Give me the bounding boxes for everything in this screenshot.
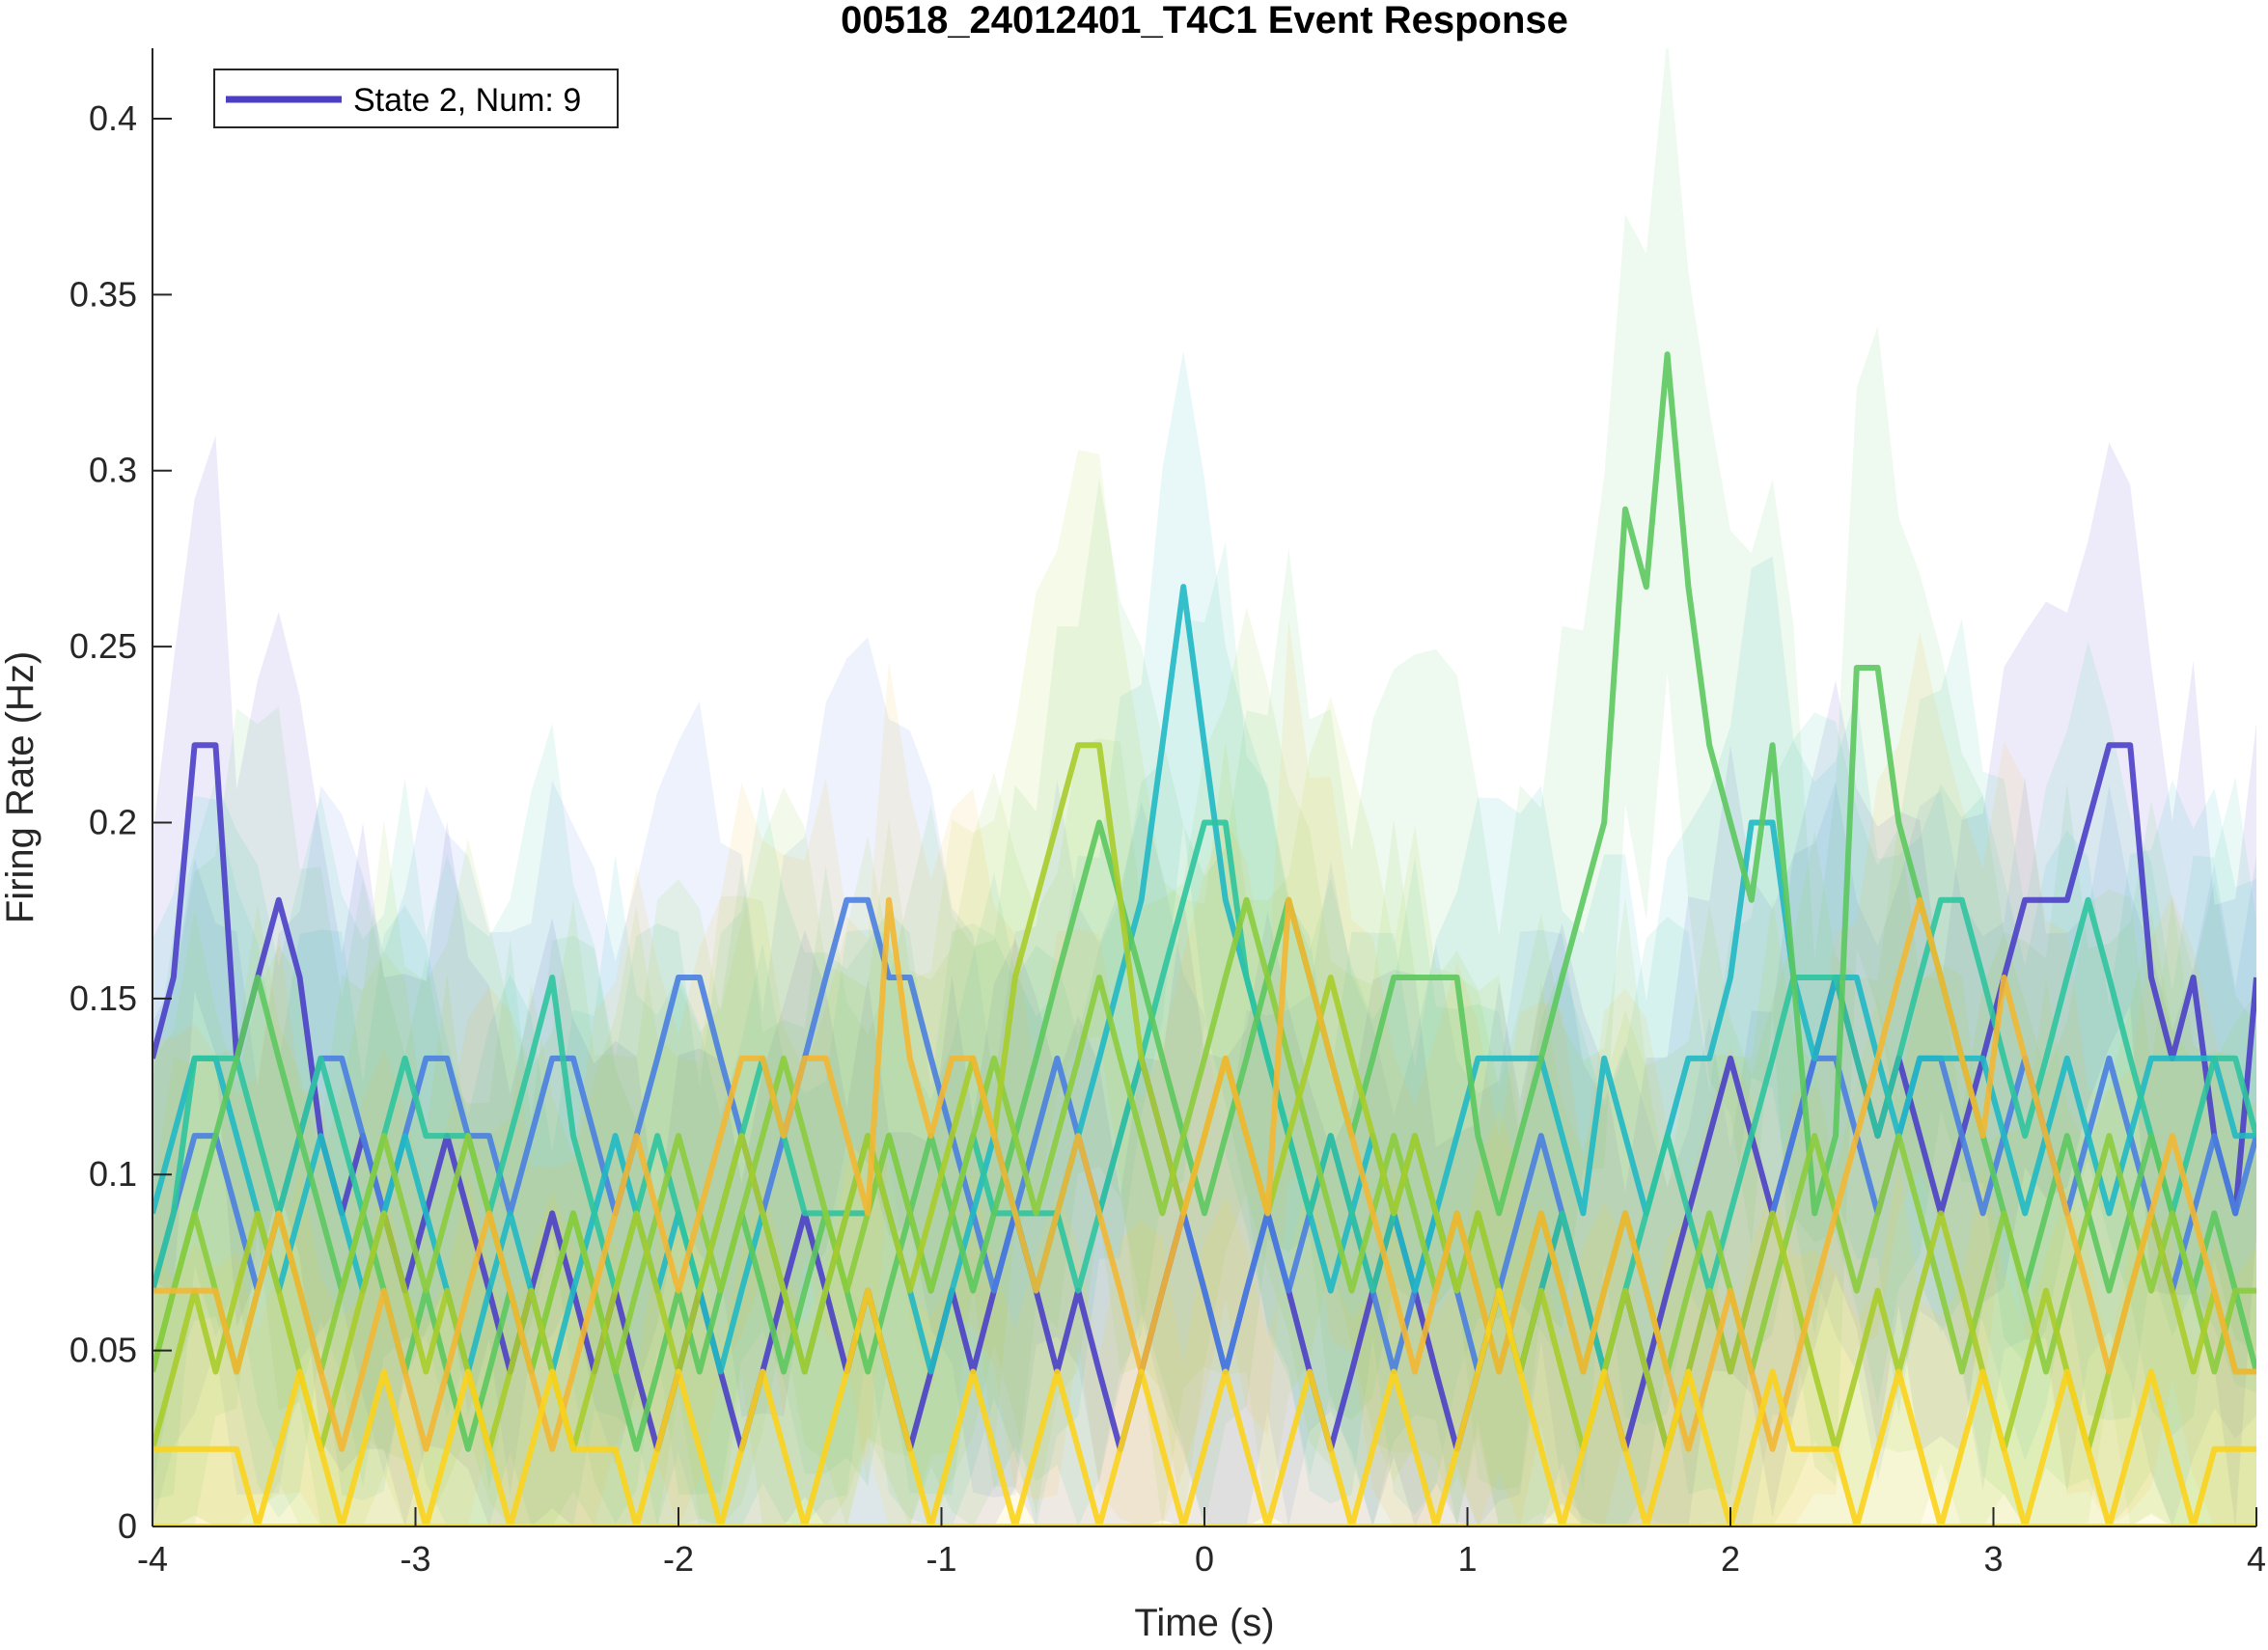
chart-title: 00518_24012401_T4C1 Event Response — [841, 0, 1568, 41]
y-tick-label: 0.2 — [89, 802, 137, 841]
axes: -4 -3 -2 -1 0 1 2 3 4 0 0.05 0.1 0.15 0.2 0.25 0.3 0.35 0… — [69, 48, 2266, 1579]
legend-label: State 2, Num: 9 — [353, 82, 581, 119]
y-tick-label: 0.15 — [69, 978, 137, 1018]
y-tick-label: 0.4 — [89, 98, 137, 138]
series-9-line — [152, 1287, 2256, 1526]
series-7-band — [152, 450, 2256, 1526]
x-tick-label: -4 — [137, 1539, 168, 1579]
y-tick-label: 0.05 — [69, 1331, 137, 1370]
x-axis-label: Time (s) — [1134, 1602, 1274, 1644]
series-2-band — [152, 637, 2256, 1526]
series-5-band — [152, 48, 2256, 1526]
y-axis-label: Firing Rate (Hz) — [0, 651, 41, 923]
x-tick-label: 0 — [1195, 1539, 1214, 1579]
x-tick-label: -1 — [926, 1539, 956, 1579]
x-tick-label: 1 — [1457, 1539, 1477, 1579]
legend: State 2, Num: 9 — [213, 69, 619, 128]
x-tick-label: 3 — [1983, 1539, 2003, 1579]
series-3-band — [152, 350, 2256, 1526]
x-tick-label: -3 — [400, 1539, 430, 1579]
y-tick-label: 0.1 — [89, 1154, 137, 1194]
y-tick-label: 0 — [118, 1506, 137, 1546]
x-tick-label: -2 — [663, 1539, 694, 1579]
series-3-line — [152, 584, 2256, 1375]
series-4-line — [152, 819, 2256, 1375]
series-8-line — [152, 896, 2256, 1452]
x-tick-label: 2 — [1721, 1539, 1740, 1579]
series-lines — [152, 351, 2256, 1526]
x-tick-label: 4 — [2247, 1539, 2266, 1579]
y-tick-label: 0.3 — [89, 451, 137, 490]
series-1-band — [152, 435, 2256, 1526]
y-tick-label: 0.25 — [69, 626, 137, 666]
y-tick-label: 0.35 — [69, 274, 137, 314]
series-5-line — [152, 351, 2256, 1452]
